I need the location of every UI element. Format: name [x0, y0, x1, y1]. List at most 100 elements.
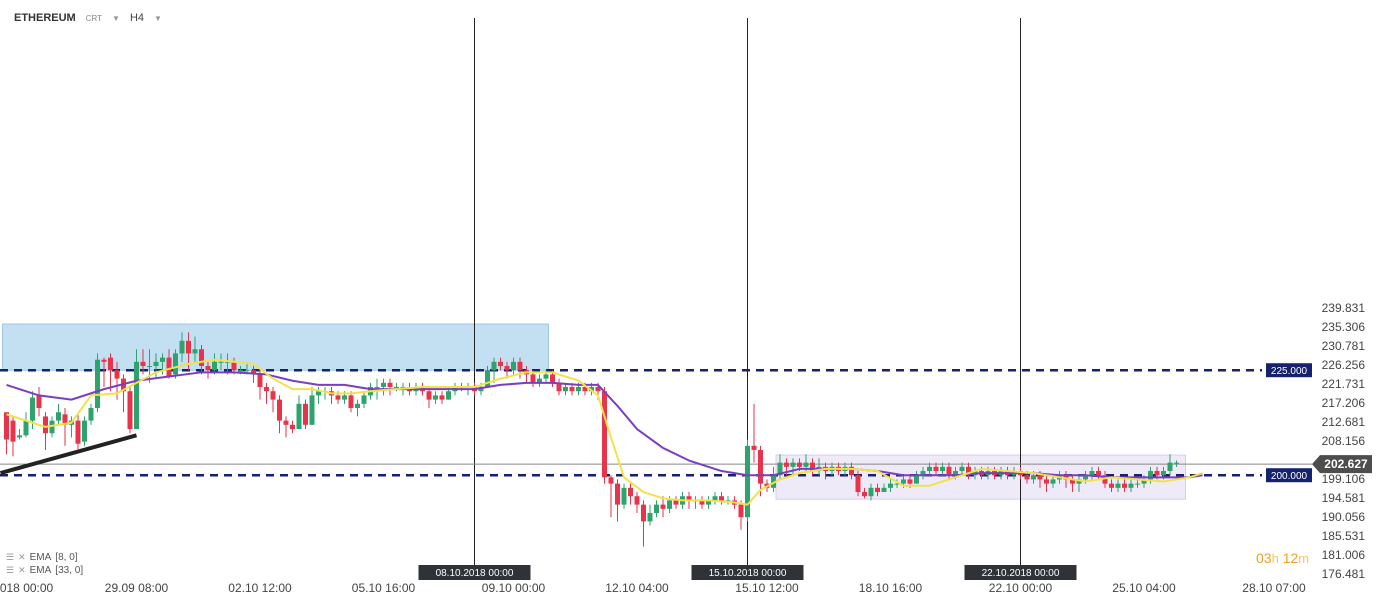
list-icon[interactable]: ☰	[6, 565, 15, 575]
candle-bull[interactable]	[316, 391, 321, 396]
candle-bear[interactable]	[738, 504, 744, 518]
candle-bull[interactable]	[173, 353, 178, 375]
candle-bull[interactable]	[485, 370, 490, 388]
candle-bull[interactable]	[803, 462, 809, 467]
close-icon[interactable]: ✕	[18, 552, 26, 562]
candle-bull[interactable]	[920, 471, 926, 476]
chevron-down-icon[interactable]: ▼	[112, 13, 120, 23]
candle-bull[interactable]	[725, 500, 731, 502]
candle-bear[interactable]	[595, 387, 601, 392]
candle-bull[interactable]	[1076, 479, 1082, 484]
candle-bear[interactable]	[166, 357, 172, 377]
candle-bear[interactable]	[348, 395, 354, 409]
candle-bear[interactable]	[303, 403, 308, 425]
candle-bull[interactable]	[914, 475, 919, 484]
candle-bull[interactable]	[777, 462, 783, 476]
candle-bear[interactable]	[862, 492, 867, 497]
candle-bear[interactable]	[582, 387, 588, 392]
candle-bear[interactable]	[199, 349, 204, 367]
candle-bull[interactable]	[563, 387, 568, 392]
candle-bear[interactable]	[36, 395, 42, 409]
candle-bull[interactable]	[712, 496, 718, 501]
candle-bull[interactable]	[192, 349, 198, 354]
candle-bear[interactable]	[946, 466, 952, 476]
candle-bull[interactable]	[1083, 475, 1088, 480]
candle-bull[interactable]	[88, 408, 94, 421]
candle-bull[interactable]	[927, 466, 932, 472]
candle-bear[interactable]	[1109, 483, 1114, 488]
candle-bull[interactable]	[478, 387, 484, 392]
candle-bull[interactable]	[49, 420, 55, 434]
candle-bear[interactable]	[1070, 479, 1075, 484]
timeframe-selector[interactable]: H4	[129, 12, 145, 24]
candle-bear[interactable]	[855, 475, 861, 493]
candle-bull[interactable]	[745, 445, 750, 518]
candle-bear[interactable]	[10, 420, 16, 442]
candle-bear[interactable]	[849, 466, 854, 476]
candle-bull[interactable]	[446, 391, 451, 400]
candle-bull[interactable]	[894, 483, 900, 485]
candle-bear[interactable]	[673, 500, 679, 505]
trend-line[interactable]	[0, 433, 138, 476]
candle-bull[interactable]	[244, 370, 250, 372]
candle-bear[interactable]	[205, 366, 211, 371]
candle-bull[interactable]	[23, 420, 29, 436]
candle-bear[interactable]	[504, 366, 510, 371]
candle-bear[interactable]	[517, 361, 523, 371]
candle-bull[interactable]	[1148, 471, 1153, 480]
candle-bear[interactable]	[608, 477, 614, 484]
candle-bear[interactable]	[556, 382, 562, 392]
candle-bear[interactable]	[387, 382, 393, 388]
candle-bear[interactable]	[660, 504, 666, 509]
candle-bull[interactable]	[1115, 483, 1121, 488]
candle-bear[interactable]	[641, 504, 646, 522]
candle-bear[interactable]	[4, 412, 9, 440]
candle-bull[interactable]	[342, 395, 347, 400]
candle-bear[interactable]	[751, 445, 757, 451]
candle-bull[interactable]	[706, 500, 711, 505]
candle-bear[interactable]	[686, 496, 692, 501]
chevron-down-icon[interactable]: ▼	[154, 13, 162, 23]
candle-bull[interactable]	[959, 466, 965, 472]
candle-bull[interactable]	[543, 374, 549, 379]
candle-bear[interactable]	[1024, 475, 1030, 480]
candle-bull[interactable]	[394, 387, 399, 389]
candle-bear[interactable]	[875, 487, 880, 493]
candle-bull[interactable]	[901, 479, 906, 484]
candle-bear[interactable]	[1154, 471, 1160, 476]
candle-bear[interactable]	[634, 496, 640, 505]
candle-bear[interactable]	[257, 374, 263, 388]
candle-bear[interactable]	[1063, 475, 1069, 480]
candle-bull[interactable]	[225, 361, 230, 363]
candle-bull[interactable]	[1167, 462, 1173, 472]
candle-bear[interactable]	[933, 466, 939, 472]
candle-bear[interactable]	[498, 361, 503, 367]
candle-bear[interactable]	[1096, 471, 1101, 476]
candle-bear[interactable]	[426, 391, 432, 400]
candle-bear[interactable]	[966, 466, 971, 476]
candle-bear[interactable]	[1037, 475, 1043, 480]
candle-bear[interactable]	[602, 391, 607, 478]
candle-bull[interactable]	[621, 487, 627, 505]
candle-bear[interactable]	[1122, 483, 1127, 488]
candle-bull[interactable]	[1161, 471, 1166, 476]
candle-bull[interactable]	[881, 487, 887, 493]
candle-bear[interactable]	[439, 395, 445, 400]
candle-bull[interactable]	[30, 397, 35, 421]
candle-bear[interactable]	[758, 450, 763, 484]
candle-bear[interactable]	[810, 462, 815, 472]
candle-bull[interactable]	[1141, 479, 1147, 484]
candle-bull[interactable]	[647, 513, 653, 522]
candle-bear[interactable]	[231, 361, 237, 371]
candle-bull[interactable]	[82, 420, 87, 442]
candle-bull[interactable]	[238, 370, 243, 372]
candle-bull[interactable]	[355, 403, 360, 409]
candle-bull[interactable]	[771, 475, 776, 488]
candle-bear[interactable]	[186, 340, 191, 354]
candle-bear[interactable]	[699, 500, 705, 505]
candle-bull[interactable]	[433, 395, 438, 400]
candle-bull[interactable]	[790, 462, 796, 467]
candle-bull[interactable]	[134, 361, 139, 430]
candle-bear[interactable]	[114, 370, 120, 379]
